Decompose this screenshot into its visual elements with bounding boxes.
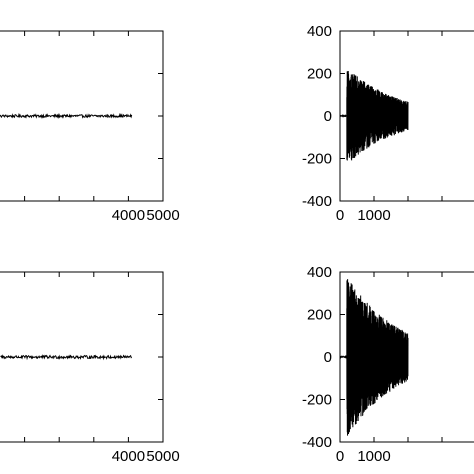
y-tick-label: -200 bbox=[302, 151, 332, 168]
y-tick-label: 400 bbox=[307, 264, 332, 281]
x-tick-label: 5000 bbox=[146, 207, 179, 224]
subplot-top-right: 0 1000 400 200 0 -200 -400 bbox=[302, 23, 474, 224]
subplot-bottom-left: 4000 5000 bbox=[0, 271, 180, 465]
ticks bbox=[339, 271, 443, 443]
series-line bbox=[339, 70, 409, 161]
x-tick-label: 0 bbox=[336, 448, 344, 465]
x-tick-label: 0 bbox=[336, 207, 344, 224]
y-tick-label: -400 bbox=[302, 193, 332, 210]
subplot-top-left: 4000 5000 bbox=[0, 30, 180, 224]
tick-labels: 0 1000 400 200 0 -200 -400 bbox=[302, 23, 391, 224]
ticks bbox=[24, 30, 164, 202]
tick-labels: 0 1000 400 200 0 -200 -400 bbox=[302, 264, 391, 465]
x-tick-label: 4000 bbox=[112, 448, 145, 465]
y-tick-label: -400 bbox=[302, 434, 332, 451]
series-line bbox=[0, 112, 133, 119]
series-line bbox=[0, 354, 133, 361]
subplot-bottom-right: 0 1000 400 200 0 -200 -400 bbox=[302, 264, 474, 465]
tick-labels: 4000 5000 bbox=[112, 207, 180, 224]
ticks bbox=[24, 271, 164, 443]
x-tick-label: 5000 bbox=[146, 448, 179, 465]
x-tick-label: 4000 bbox=[112, 207, 145, 224]
y-tick-label: -200 bbox=[302, 392, 332, 409]
y-tick-label: 400 bbox=[307, 23, 332, 40]
y-tick-label: 0 bbox=[324, 349, 332, 366]
y-tick-label: 200 bbox=[307, 66, 332, 83]
x-tick-label: 1000 bbox=[357, 207, 390, 224]
ticks bbox=[339, 30, 443, 202]
tick-labels: 4000 5000 bbox=[112, 448, 180, 465]
series-line bbox=[339, 279, 409, 436]
x-tick-label: 1000 bbox=[357, 448, 390, 465]
y-tick-label: 200 bbox=[307, 307, 332, 324]
y-tick-label: 0 bbox=[324, 108, 332, 125]
